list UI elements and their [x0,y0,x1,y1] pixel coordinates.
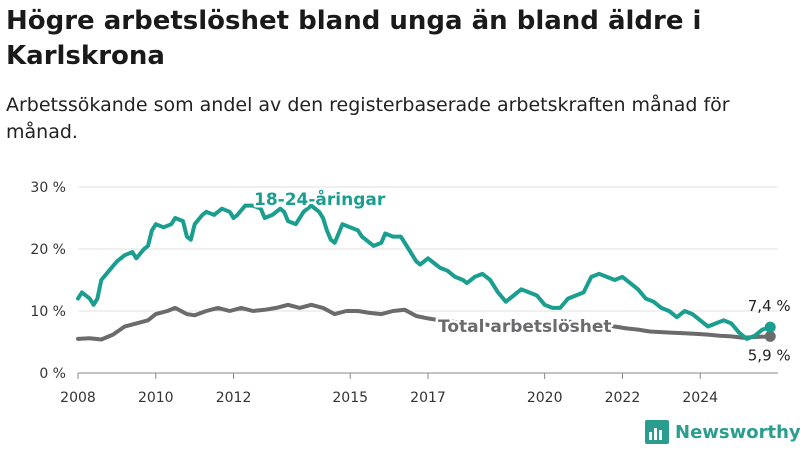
series-line-1 [76,302,773,342]
y-tick-label: 30 % [30,180,66,196]
series-line-0 [76,203,773,341]
series-label-total: Total arbetslöshet [438,317,612,337]
series-end-point-0 [764,321,776,333]
series-lines [76,203,776,342]
series-label-total-halo: Total arbetslöshet [438,317,612,337]
x-tick-label: 2010 [138,390,174,406]
series-end-value-total: 5,9 % [748,346,791,364]
x-tick-label: 2024 [682,390,718,406]
y-tick-label: 0 % [39,366,66,382]
x-tick-label: 2012 [216,390,252,406]
x-tick-label: 2015 [332,390,368,406]
gridlines [78,186,778,374]
x-tick-label: 2020 [527,390,563,406]
chart-subtitle: Arbetssökande som andel av den registerb… [6,94,730,143]
x-tick-label: 2022 [605,390,641,406]
series-end-point-1 [764,330,776,342]
x-axis: 2008 2010 2012 2015 2017 2020 2022 2024 [60,372,778,406]
newsworthy-logo: Newsworthy [645,420,800,444]
x-tick-label: 2017 [410,390,446,406]
series-label-youth-halo: 18-24-åringar [254,188,386,210]
series-end-value-youth: 7,4 % [748,297,791,315]
y-tick-label: 10 % [30,304,66,320]
y-tick-label: 20 % [30,242,66,258]
y-axis: 0 % 10 % 20 % 30 % [30,180,66,382]
bar-chart-logo-icon [645,420,669,444]
chart-title: Högre arbetslöshet bland unga än bland ä… [6,6,702,71]
x-tick-label: 2008 [60,390,96,406]
brand-name: Newsworthy [675,421,800,443]
series-label-youth: 18-24-åringar [254,188,386,210]
